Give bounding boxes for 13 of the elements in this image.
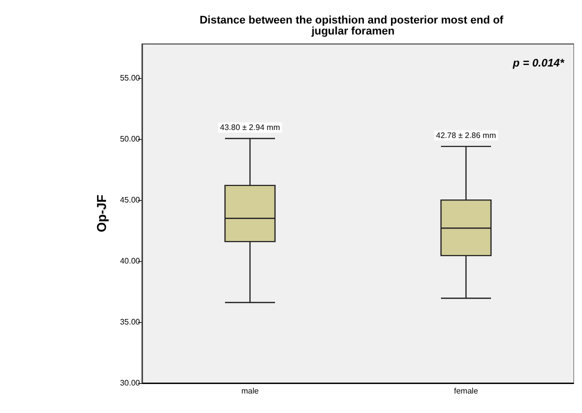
chart-title: Distance between the opisthion and posterior most end of jugular foramen bbox=[200, 14, 506, 38]
y-tick-label: 55.00 bbox=[120, 74, 141, 83]
y-tick-label: 35.00 bbox=[120, 318, 141, 327]
annotation: 43.80 ± 2.94 mm bbox=[220, 123, 280, 132]
y-tick-label: 45.00 bbox=[120, 196, 141, 205]
x-tick-label: male bbox=[241, 386, 260, 396]
y-tick-label: 30.00 bbox=[120, 378, 141, 388]
x-tick-label: female bbox=[454, 386, 479, 396]
y-tick-label: 50.00 bbox=[120, 134, 141, 144]
annotation: 42.78 ± 2.86 mm bbox=[436, 130, 496, 140]
y-tick-label: 40.00 bbox=[120, 256, 141, 266]
annotation: p = 0.014* bbox=[512, 58, 565, 70]
y-axis-title: Op-JF bbox=[94, 194, 109, 232]
